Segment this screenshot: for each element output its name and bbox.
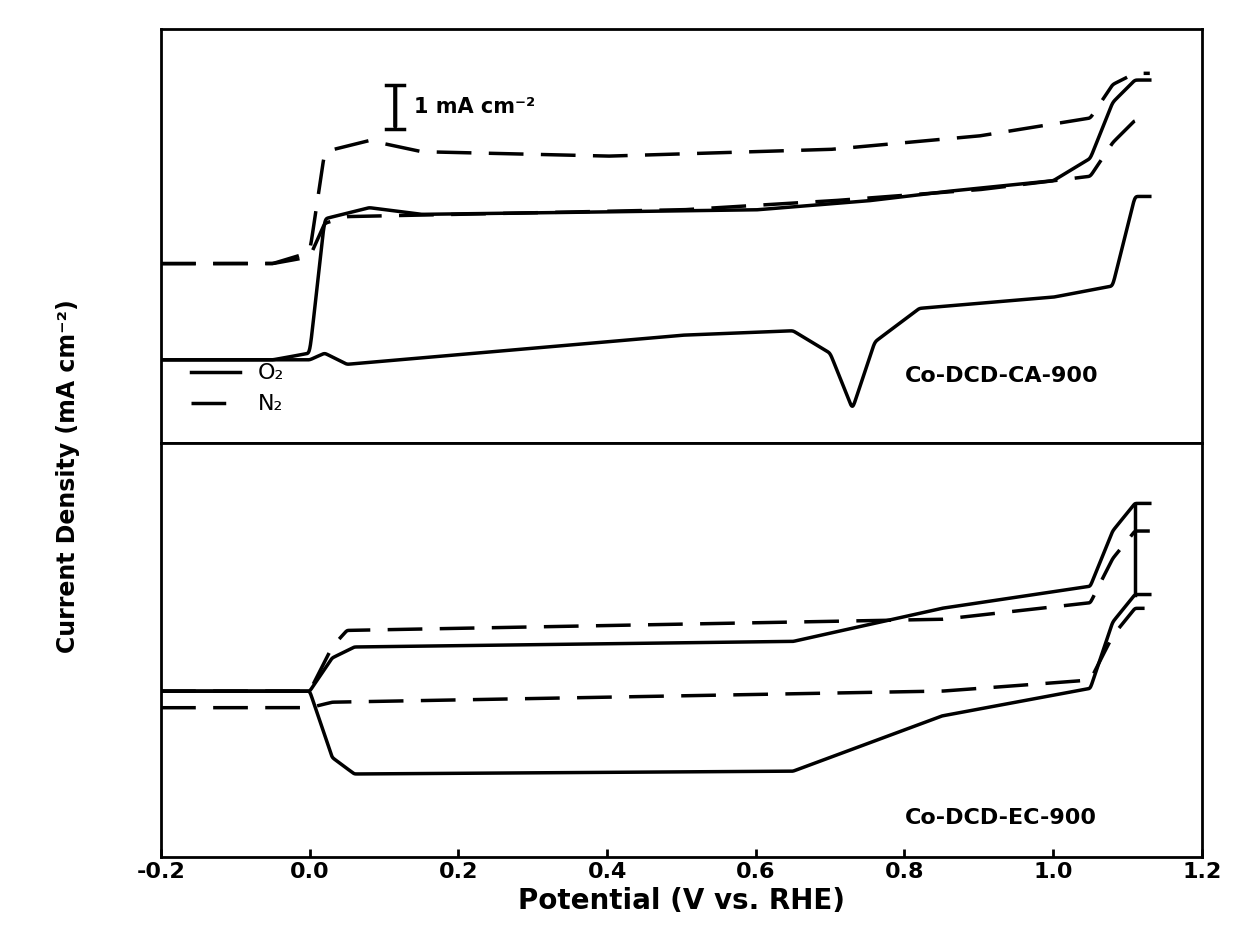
Legend: O₂, N₂: O₂, N₂ bbox=[182, 354, 294, 424]
X-axis label: Potential (V vs. RHE): Potential (V vs. RHE) bbox=[518, 887, 845, 915]
Text: 1 mA cm⁻²: 1 mA cm⁻² bbox=[414, 97, 535, 117]
Text: Co-DCD-CA-900: Co-DCD-CA-900 bbox=[904, 366, 1098, 386]
Text: Co-DCD-EC-900: Co-DCD-EC-900 bbox=[904, 808, 1097, 828]
Text: Current Density (mA cm⁻²): Current Density (mA cm⁻²) bbox=[56, 299, 81, 653]
